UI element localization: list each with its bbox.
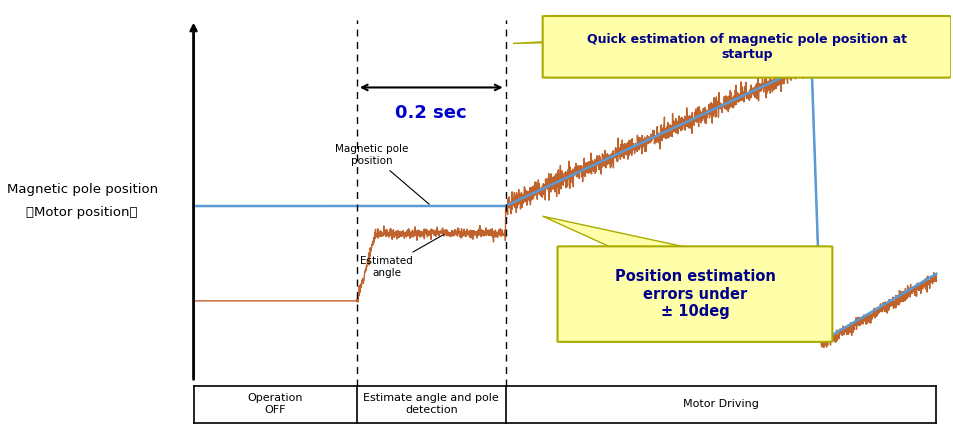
Text: 0.2 sec: 0.2 sec [395,104,467,122]
Text: Operation
OFF: Operation OFF [247,393,303,415]
Polygon shape [513,41,639,43]
Text: Position estimation
errors under
± 10deg: Position estimation errors under ± 10deg [614,269,775,319]
Text: Magnetic pole
position: Magnetic pole position [335,145,429,204]
Text: Estimated
angle: Estimated angle [360,235,443,278]
FancyBboxPatch shape [557,246,832,342]
FancyBboxPatch shape [542,16,950,78]
Text: Motor Driving: Motor Driving [682,399,758,409]
Text: Magnetic pole position: Magnetic pole position [7,183,157,196]
Polygon shape [542,216,683,247]
Text: Estimate angle and pole
detection: Estimate angle and pole detection [363,393,498,415]
Text: Quick estimation of magnetic pole position at
startup: Quick estimation of magnetic pole positi… [586,33,906,61]
Text: （Motor position）: （Motor position） [27,206,138,219]
